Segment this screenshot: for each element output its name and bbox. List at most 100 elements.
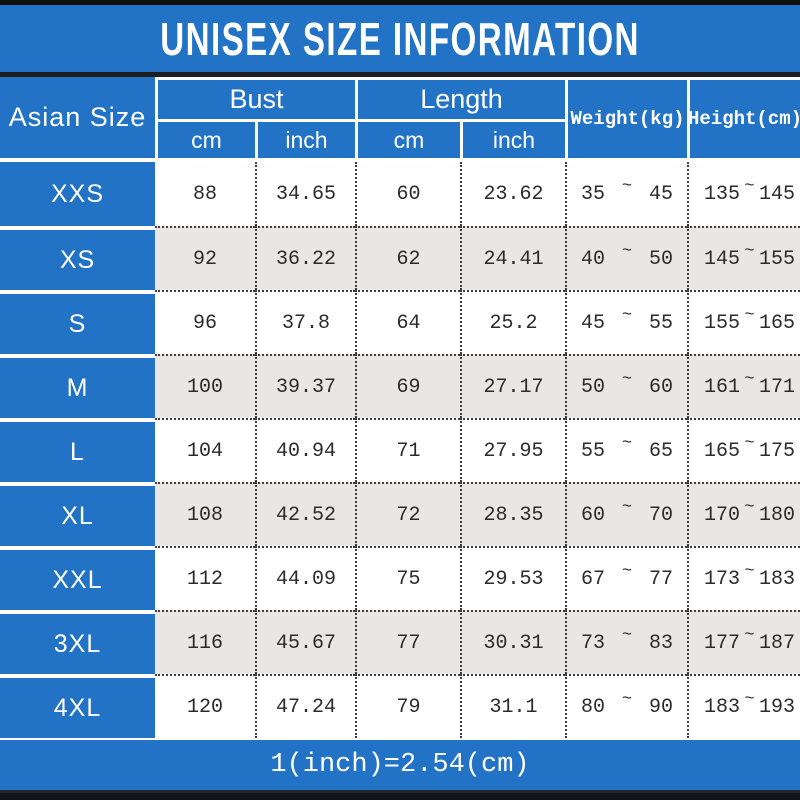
bust-inch-value: 39.37 (255, 354, 355, 418)
column-group-length: Length cm inch (355, 77, 565, 158)
length-inch-value: 30.31 (460, 610, 565, 674)
tilde-symbol: ~ (744, 305, 755, 325)
length-cm-value: 71 (355, 418, 460, 482)
column-header-length: Length (358, 80, 565, 122)
weight-min-value: 67 (581, 567, 606, 591)
title-separator (0, 72, 800, 77)
tilde-symbol: ~ (744, 561, 755, 581)
height-min-value: 183 (704, 695, 741, 719)
bust-cm-value: 112 (155, 546, 255, 610)
height-max-value: 180 (758, 503, 795, 527)
table-row: 4XL 120 47.24 79 31.1 80 ~ 90 183 ~ 193 (0, 674, 800, 738)
height-range: 145 ~ 155 (687, 226, 800, 290)
length-cm-value: 69 (355, 354, 460, 418)
size-label: XXL (0, 546, 155, 610)
tilde-symbol: ~ (744, 625, 755, 645)
tilde-symbol: ~ (744, 176, 755, 196)
tilde-symbol: ~ (744, 497, 755, 517)
weight-max-value: 60 (648, 375, 673, 399)
weight-min-value: 55 (581, 439, 606, 463)
weight-range: 40 ~ 50 (565, 226, 687, 290)
height-range: 165 ~ 175 (687, 418, 800, 482)
height-range: 135 ~ 145 (687, 162, 800, 226)
length-cm-value: 77 (355, 610, 460, 674)
bust-cm-value: 104 (155, 418, 255, 482)
bust-inch-value: 44.09 (255, 546, 355, 610)
tilde-symbol: ~ (621, 689, 633, 709)
weight-min-value: 73 (581, 631, 606, 655)
height-min-value: 135 (704, 182, 741, 206)
bust-inch-value: 40.94 (255, 418, 355, 482)
size-label: M (0, 354, 155, 418)
size-label: XL (0, 482, 155, 546)
bust-cm-value: 92 (155, 226, 255, 290)
length-cm-value: 72 (355, 482, 460, 546)
weight-min-value: 80 (581, 695, 606, 719)
conversion-note: 1(inch)=2.54(cm) (270, 750, 530, 780)
height-max-value: 145 (758, 182, 795, 206)
tilde-symbol: ~ (744, 689, 755, 709)
height-range: 173 ~ 183 (687, 546, 800, 610)
bust-cm-value: 96 (155, 290, 255, 354)
bust-inch-value: 36.22 (255, 226, 355, 290)
table-row: L 104 40.94 71 27.95 55 ~ 65 165 ~ 175 (0, 418, 800, 482)
tilde-symbol: ~ (621, 625, 633, 645)
length-cm-value: 79 (355, 674, 460, 738)
weight-range: 60 ~ 70 (565, 482, 687, 546)
bust-inch-value: 37.8 (255, 290, 355, 354)
weight-range: 73 ~ 83 (565, 610, 687, 674)
height-max-value: 183 (758, 567, 795, 591)
bust-cm-value: 120 (155, 674, 255, 738)
column-header-height: Height(cm) (687, 77, 800, 158)
length-cm-value: 60 (355, 162, 460, 226)
column-header-bust-cm: cm (191, 126, 222, 153)
length-inch-value: 29.53 (460, 546, 565, 610)
length-inch-value: 23.62 (460, 162, 565, 226)
bust-subheader-row: cm inch (158, 122, 355, 158)
height-range: 155 ~ 165 (687, 290, 800, 354)
tilde-symbol: ~ (621, 369, 633, 389)
height-min-value: 170 (704, 503, 741, 527)
column-header-length-cm: cm (393, 126, 425, 153)
weight-min-value: 40 (581, 247, 606, 271)
table-row: 3XL 116 45.67 77 30.31 73 ~ 83 177 ~ 187 (0, 610, 800, 674)
weight-range: 67 ~ 77 (565, 546, 687, 610)
height-range: 183 ~ 193 (687, 674, 800, 738)
height-max-value: 171 (758, 375, 795, 399)
tilde-symbol: ~ (621, 561, 633, 581)
height-min-value: 145 (704, 247, 741, 271)
tilde-symbol: ~ (744, 369, 755, 389)
table-body: XXS 88 34.65 60 23.62 35 ~ 45 135 ~ 145 … (0, 162, 800, 738)
tilde-symbol: ~ (621, 433, 633, 453)
height-max-value: 187 (758, 631, 795, 655)
height-min-value: 177 (704, 631, 741, 655)
height-min-value: 173 (704, 567, 741, 591)
size-label: 3XL (0, 610, 155, 674)
weight-max-value: 90 (648, 695, 673, 719)
weight-min-value: 60 (581, 503, 606, 527)
weight-range: 50 ~ 60 (565, 354, 687, 418)
tilde-symbol: ~ (744, 241, 755, 261)
bottom-border-bar (0, 790, 800, 800)
title-bar: UNISEX SIZE INFORMATION (0, 5, 800, 72)
height-max-value: 155 (758, 247, 795, 271)
weight-max-value: 65 (648, 439, 673, 463)
column-header-asian-size: Asian Size (8, 102, 147, 132)
height-max-value: 175 (758, 439, 795, 463)
table-row: XXS 88 34.65 60 23.62 35 ~ 45 135 ~ 145 (0, 162, 800, 226)
length-inch-value: 31.1 (460, 674, 565, 738)
height-max-value: 193 (758, 695, 795, 719)
length-inch-value: 24.41 (460, 226, 565, 290)
weight-max-value: 77 (648, 567, 673, 591)
length-cm-value: 62 (355, 226, 460, 290)
column-header-weight: Weight(kg) (565, 77, 687, 158)
height-range: 170 ~ 180 (687, 482, 800, 546)
weight-min-value: 50 (581, 375, 606, 399)
table-header: Asian Size Bust cm inch Length cm inch W… (0, 77, 800, 162)
tilde-symbol: ~ (621, 176, 633, 196)
length-inch-value: 25.2 (460, 290, 565, 354)
height-min-value: 155 (704, 311, 741, 335)
tilde-symbol: ~ (621, 241, 633, 261)
height-min-value: 161 (704, 375, 741, 399)
height-min-value: 165 (704, 439, 741, 463)
